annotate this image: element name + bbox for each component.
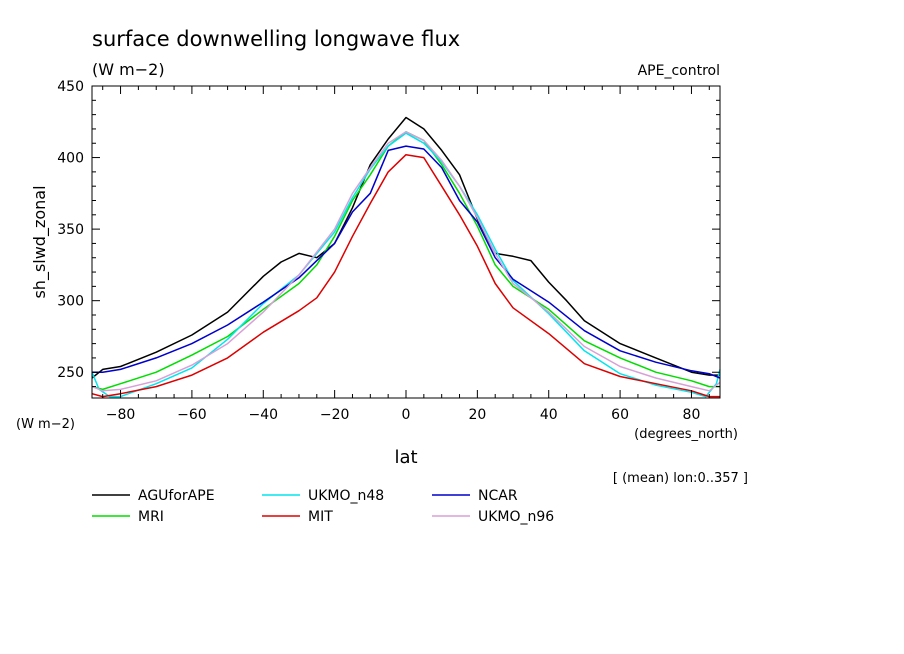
x-axis-units: (degrees_north) (634, 427, 738, 442)
y-axis: 250 300 350 400 450 (57, 79, 720, 388)
x-tick-label: −40 (248, 407, 278, 423)
series-line-mit (91, 153, 720, 398)
series-line-ncar (92, 145, 721, 379)
chart-title: surface downwelling longwave flux (92, 27, 460, 51)
legend-label: MRI (138, 509, 164, 525)
x-tick-label: −20 (320, 407, 350, 423)
y-axis-label: sh_slwd_zonal (30, 185, 50, 298)
y-tick-label: 250 (57, 365, 84, 381)
x-axis: −80 −60 −40 −20 0 20 40 60 80 (102, 86, 710, 423)
legend-label: AGUforAPE (138, 488, 215, 504)
legend-item-ukmo-n96: UKMO_n96 (432, 509, 554, 525)
series-line-aguforape (91, 116, 720, 379)
legend-item-ncar: NCAR (432, 488, 518, 504)
x-tick-label: 60 (611, 407, 629, 423)
legend-item-mri: MRI (92, 509, 164, 525)
x-tick-label: 20 (468, 407, 486, 423)
legend-item-ukmo-n48: UKMO_n48 (262, 488, 384, 504)
y-tick-label: 300 (57, 294, 84, 310)
x-axis-label: lat (394, 447, 417, 468)
x-tick-label: −60 (177, 407, 207, 423)
plot-lines (91, 116, 721, 398)
x-tick-label: 40 (540, 407, 558, 423)
y-tick-label: 450 (57, 79, 84, 95)
legend-label: NCAR (478, 488, 518, 504)
y-tick-label: 350 (57, 222, 84, 238)
legend-item-mit: MIT (262, 509, 333, 525)
experiment-label: APE_control (638, 63, 720, 79)
y-axis-units: (W m−2) (16, 417, 75, 432)
legend-label: UKMO_n48 (308, 488, 384, 504)
x-tick-label: −80 (106, 407, 136, 423)
series-line-mri (91, 131, 720, 391)
series-line-ukmo-n96 (91, 131, 721, 392)
legend-label: UKMO_n96 (478, 509, 554, 525)
x-tick-label: 80 (683, 407, 701, 423)
y-tick-label: 400 (57, 151, 84, 167)
legend: AGUforAPE MRI UKMO_n48 MIT NCAR UKMO_n96 (92, 488, 554, 525)
x-tick-label: 0 (402, 407, 411, 423)
legend-item-aguforape: AGUforAPE (92, 488, 215, 504)
chart-subtitle-units: (W m−2) (92, 60, 165, 79)
footnote: [ (mean) lon:0..357 ] (613, 471, 748, 486)
legend-label: MIT (308, 509, 333, 525)
